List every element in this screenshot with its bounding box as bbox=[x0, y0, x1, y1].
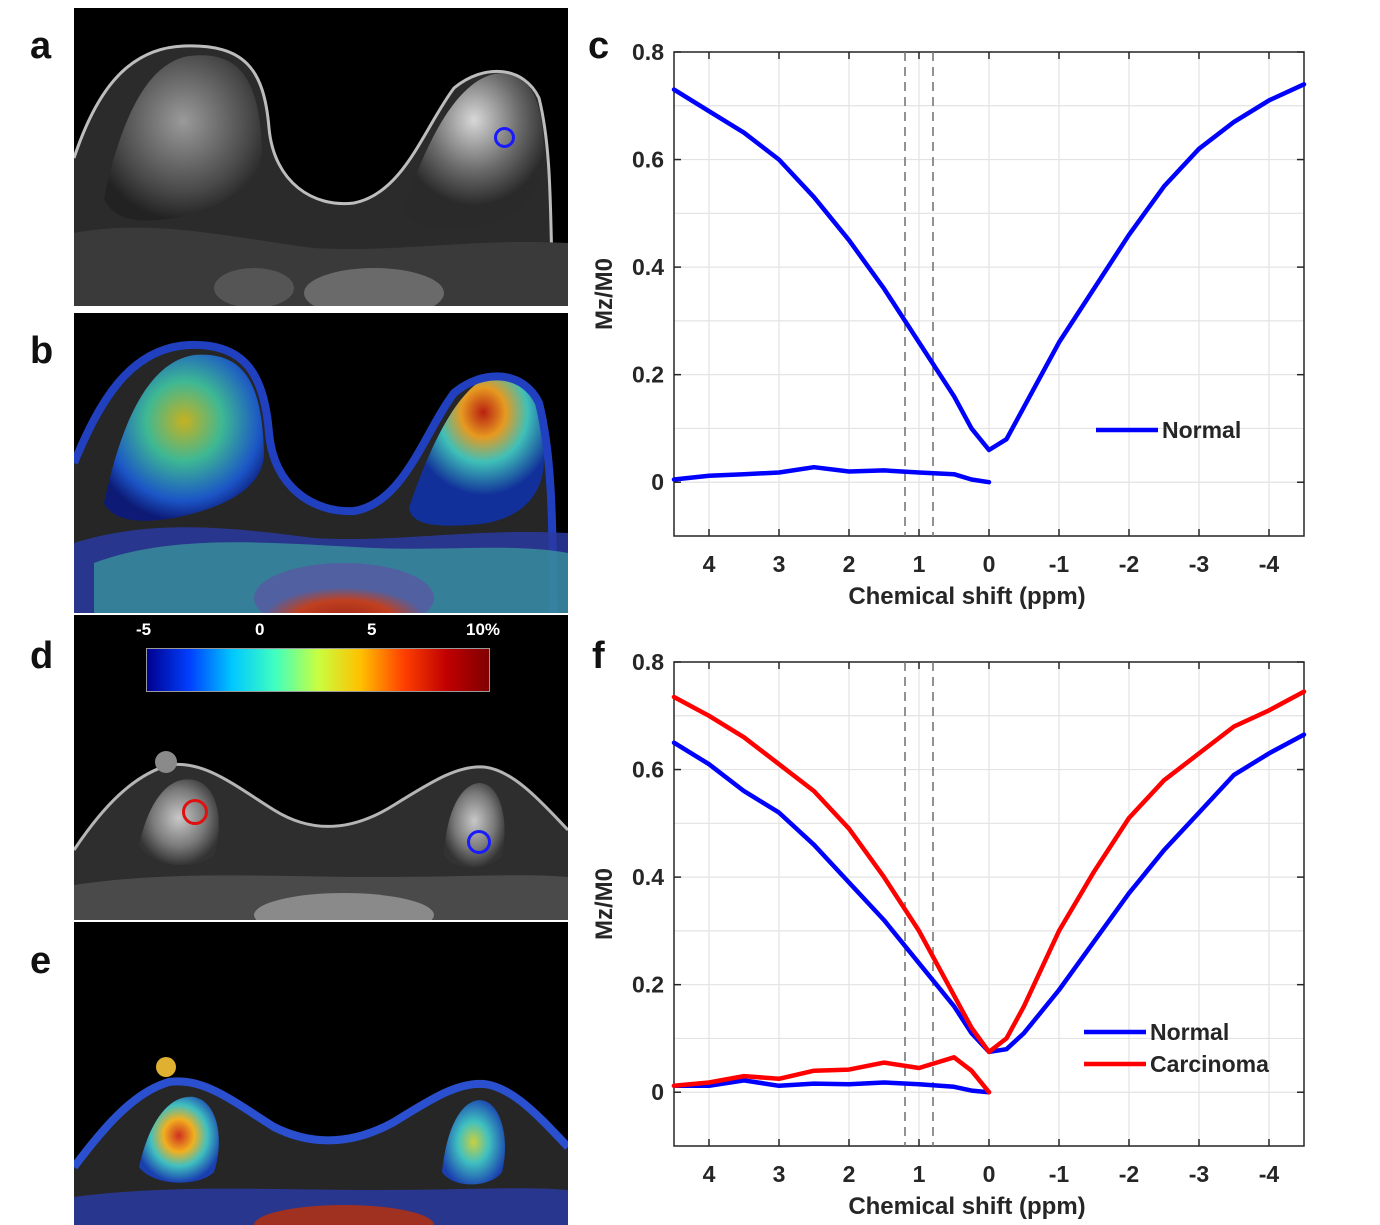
colorbar-tick-0: -5 bbox=[136, 620, 152, 639]
series-line-normal-z-spectrum bbox=[671, 82, 1307, 453]
mri-colormap-b bbox=[74, 340, 568, 613]
x-axis-label: Chemical shift (ppm) bbox=[848, 583, 1085, 610]
colorbar bbox=[146, 648, 490, 692]
y-tick-label: 0.6 bbox=[632, 757, 664, 783]
x-axis-label: Chemical shift (ppm) bbox=[848, 1193, 1085, 1220]
mri-image-a bbox=[74, 8, 568, 306]
panel-label-a: a bbox=[30, 25, 52, 67]
y-tick-label: 0.4 bbox=[632, 864, 664, 890]
series-line-carcinoma-z-spectrum bbox=[671, 689, 1307, 1055]
colorbar-gradient bbox=[147, 649, 489, 691]
mri-image-e bbox=[74, 922, 568, 1225]
x-tick-label: -3 bbox=[1189, 1161, 1209, 1187]
series-line-normal-asymmetry bbox=[671, 1078, 992, 1095]
x-tick-label: -3 bbox=[1189, 551, 1209, 577]
chart-c: 4 3 2 1 0 -1 -2 -3 -4 0 0.2 0.4 0.6 0.8 Chemical shift… bbox=[591, 39, 1307, 610]
panel-label-e: e bbox=[30, 940, 52, 982]
chart-f: 4 3 2 1 0 -1 -2 -3 -4 0 0.2 0.4 0.6 0.8 Chemical shift… bbox=[591, 649, 1307, 1220]
y-tick-label: 0.2 bbox=[632, 972, 664, 998]
x-tick-label: 0 bbox=[983, 551, 996, 577]
legend-label-normal: Normal bbox=[1162, 417, 1241, 443]
x-tick-label: 3 bbox=[773, 1161, 786, 1187]
roi-circle-carcinoma bbox=[182, 799, 208, 825]
mri-colormap-e bbox=[74, 1057, 568, 1225]
mri-image-d: -5 0 5 10% bbox=[74, 615, 568, 920]
series-line-carcinoma-asymmetry bbox=[671, 1055, 992, 1095]
colorbar-tick-2: 5 bbox=[367, 620, 377, 639]
mri-image-b bbox=[74, 313, 568, 613]
x-tick-label: 1 bbox=[913, 1161, 926, 1187]
panel-label-d: d bbox=[30, 635, 54, 677]
panel-label-c: c bbox=[588, 25, 610, 67]
x-tick-label: 0 bbox=[983, 1161, 996, 1187]
panel-label-f: f bbox=[592, 635, 605, 677]
y-tick-label: 0.8 bbox=[632, 39, 664, 65]
x-tick-label: -1 bbox=[1049, 551, 1070, 577]
y-tick-label: 0.6 bbox=[632, 147, 664, 173]
y-tick-label: 0.2 bbox=[632, 362, 664, 388]
legend-label-normal: Normal bbox=[1150, 1019, 1229, 1045]
x-tick-label: -2 bbox=[1119, 1161, 1139, 1187]
mri-grayscale-a bbox=[74, 44, 568, 306]
colorbar-tick-3: 10% bbox=[466, 620, 501, 639]
x-tick-label: 3 bbox=[773, 551, 786, 577]
colorbar-tick-1: 0 bbox=[255, 620, 265, 639]
x-tick-label: 1 bbox=[913, 551, 926, 577]
roi-circle-normal bbox=[467, 830, 491, 854]
y-tick-label: 0.4 bbox=[632, 254, 664, 280]
x-tick-label: 4 bbox=[703, 1161, 716, 1187]
y-axis-label: Mz/M0 bbox=[591, 258, 618, 330]
x-tick-label: -1 bbox=[1049, 1161, 1070, 1187]
series-line-normal-asymmetry bbox=[671, 464, 992, 485]
y-tick-label: 0 bbox=[651, 1079, 664, 1105]
panel-label-b: b bbox=[30, 330, 54, 372]
roi-circle-normal bbox=[494, 127, 515, 148]
x-tick-label: 2 bbox=[843, 1161, 856, 1187]
x-tick-label: -4 bbox=[1259, 551, 1280, 577]
legend-label-carcinoma: Carcinoma bbox=[1150, 1051, 1269, 1077]
x-tick-label: 2 bbox=[843, 551, 856, 577]
y-tick-label: 0 bbox=[651, 469, 664, 495]
y-axis-label: Mz/M0 bbox=[591, 868, 618, 940]
y-tick-label: 0.8 bbox=[632, 649, 664, 675]
x-tick-label: 4 bbox=[703, 551, 716, 577]
x-tick-label: -4 bbox=[1259, 1161, 1280, 1187]
x-tick-label: -2 bbox=[1119, 551, 1139, 577]
